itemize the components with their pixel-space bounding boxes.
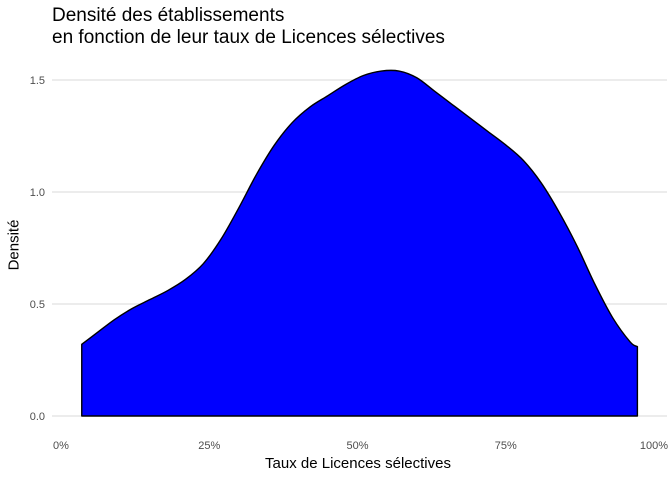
x-tick-label: 50%	[346, 440, 368, 452]
y-tick-label: 0.0	[30, 411, 45, 423]
y-tick-label: 1.0	[30, 187, 45, 199]
y-tick-label: 1.5	[30, 75, 45, 87]
x-tick-label: 100%	[640, 440, 668, 452]
y-axis-title: Densité	[5, 219, 23, 271]
y-axis-ticks: 0.0 0.5 1.0 1.5	[30, 75, 45, 423]
x-axis-title: Taux de Licences sélectives	[265, 455, 451, 472]
x-tick-label: 25%	[198, 440, 220, 452]
chart-title-line-1: Densité des établissements	[52, 5, 285, 26]
x-tick-label: 75%	[495, 440, 517, 452]
x-tick-label: 0%	[53, 440, 69, 452]
chart-title-line-2: en fonction de leur taux de Licences sél…	[52, 27, 445, 48]
x-axis-ticks: 0% 25% 50% 75% 100%	[53, 440, 668, 452]
y-tick-label: 0.5	[30, 299, 45, 311]
density-area	[81, 69, 639, 417]
